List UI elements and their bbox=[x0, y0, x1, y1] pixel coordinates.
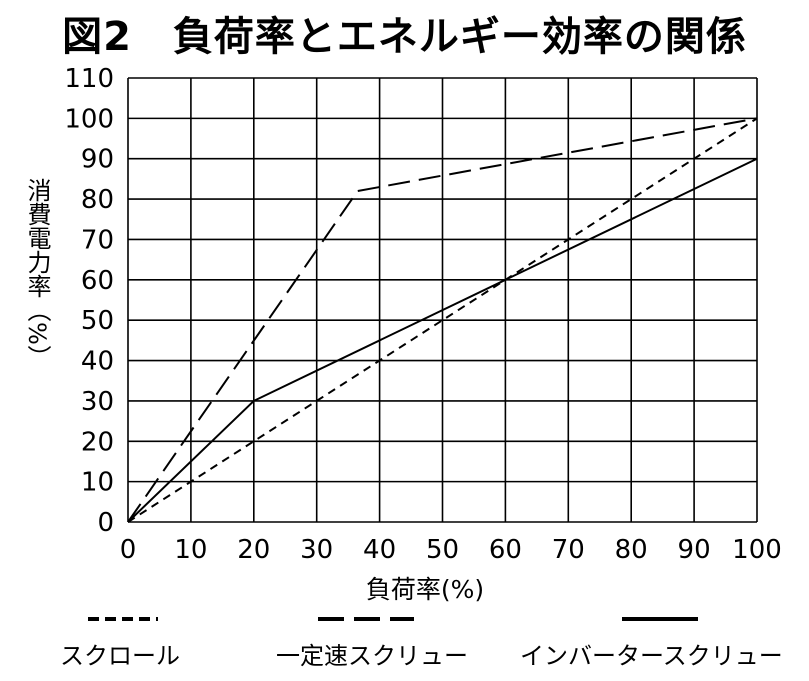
x-axis-label: 負荷率(%) bbox=[365, 575, 485, 604]
x-tick-label-70: 70 bbox=[552, 535, 585, 565]
x-tick-label-40: 40 bbox=[363, 535, 396, 565]
grid bbox=[127, 77, 758, 523]
y-tick-labels: 0 10 20 30 40 50 60 70 80 90 100 110 bbox=[64, 64, 114, 538]
x-tick-labels: 0 10 20 30 40 50 60 70 80 90 100 bbox=[120, 535, 782, 565]
x-tick-label-80: 80 bbox=[615, 535, 648, 565]
y-tick-label-0: 0 bbox=[97, 508, 114, 538]
y-tick-label-20: 20 bbox=[81, 427, 114, 457]
y-tick-label-60: 60 bbox=[81, 266, 114, 296]
y-tick-label-30: 30 bbox=[81, 387, 114, 417]
x-tick-label-30: 30 bbox=[300, 535, 333, 565]
series-layer bbox=[127, 117, 758, 523]
x-tick-label-90: 90 bbox=[678, 535, 711, 565]
y-tick-label-110: 110 bbox=[64, 64, 114, 94]
series-line-2 bbox=[127, 157, 758, 523]
x-tick-label-50: 50 bbox=[426, 535, 459, 565]
x-tick-label-60: 60 bbox=[489, 535, 522, 565]
y-tick-label-50: 50 bbox=[81, 306, 114, 336]
series-line-0 bbox=[127, 117, 758, 523]
y-tick-label-40: 40 bbox=[81, 347, 114, 377]
y-tick-label-70: 70 bbox=[81, 225, 114, 255]
legend-label-fixed-speed-screw: 一定速スクリュー bbox=[276, 642, 468, 670]
y-tick-label-10: 10 bbox=[81, 468, 114, 498]
y-axis-label: 消費電力率（%） bbox=[23, 178, 51, 369]
series-line-1 bbox=[127, 117, 758, 523]
y-tick-label-90: 90 bbox=[81, 145, 114, 175]
legend-label-inverter-screw: インバータースクリュー bbox=[520, 642, 783, 670]
x-tick-label-100: 100 bbox=[732, 535, 782, 565]
legend-label-scroll: スクロール bbox=[60, 642, 180, 670]
x-tick-label-10: 10 bbox=[174, 535, 207, 565]
chart-title: 図2 負荷率とエネルギー効率の関係 bbox=[62, 14, 747, 60]
x-tick-label-0: 0 bbox=[120, 535, 137, 565]
y-tick-label-100: 100 bbox=[64, 104, 114, 134]
x-tick-label-20: 20 bbox=[237, 535, 270, 565]
y-tick-label-80: 80 bbox=[81, 185, 114, 215]
